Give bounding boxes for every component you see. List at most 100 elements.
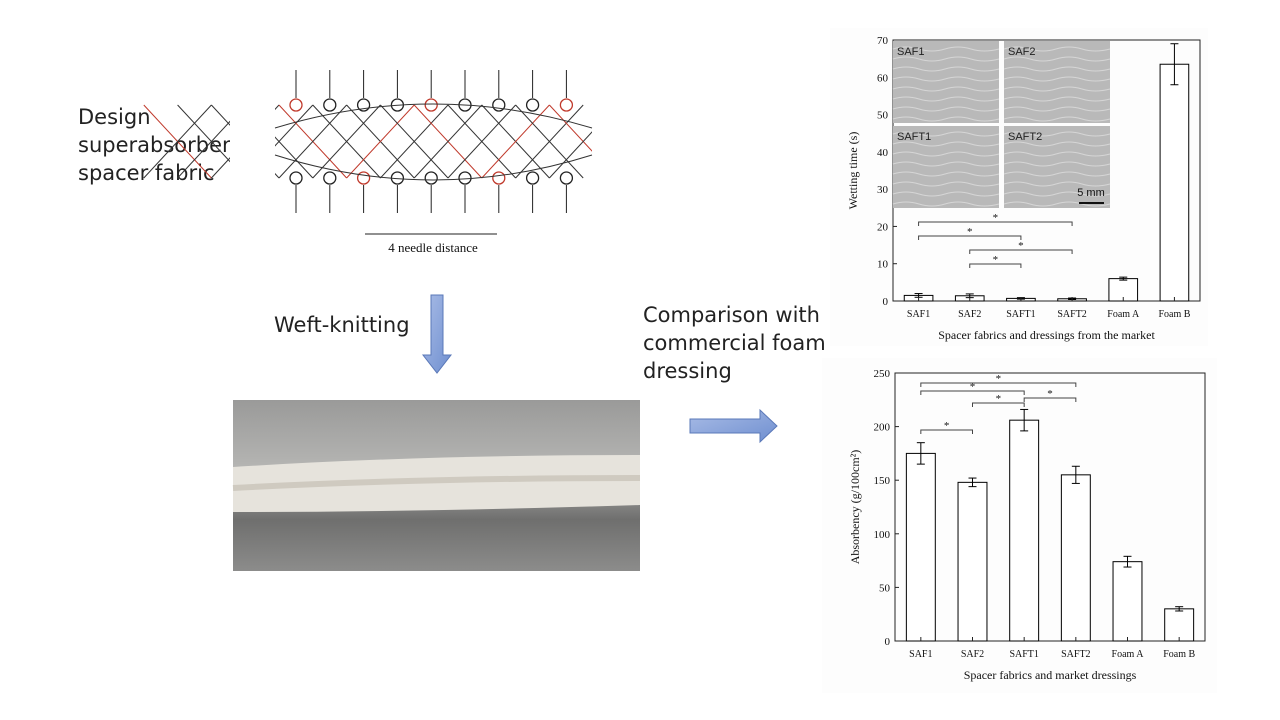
- inset-label: SAF1: [897, 46, 925, 58]
- inset-image: [893, 41, 999, 123]
- loop: [356, 171, 371, 185]
- inset-image: [1004, 126, 1110, 208]
- x-tick-label: SAF1: [907, 309, 930, 320]
- bar: [905, 452, 936, 642]
- inset-label: SAF2: [1008, 46, 1036, 58]
- scale-label: 5 mm: [1077, 187, 1105, 199]
- x-tick-label: Foam A: [1112, 649, 1145, 660]
- bar: [1164, 608, 1195, 642]
- bar: [1009, 419, 1040, 642]
- bar: [1159, 63, 1190, 302]
- significance-label: *: [944, 420, 950, 432]
- y-tick-label: 20: [877, 221, 889, 233]
- fabric-texture: [1003, 46, 1111, 122]
- loop: [525, 171, 540, 185]
- loop: [525, 98, 540, 112]
- significance-label: *: [993, 254, 999, 266]
- x-tick-label: SAF1: [909, 649, 932, 660]
- loop: [323, 98, 337, 112]
- inset-image: [893, 126, 999, 208]
- significance-bracket: [920, 390, 1025, 395]
- yarn: [274, 154, 593, 181]
- loop: [289, 171, 303, 185]
- significance-bracket: [969, 263, 1022, 268]
- yarn: [515, 104, 584, 179]
- loop: [424, 98, 438, 112]
- significance-bracket: [920, 429, 973, 434]
- wrapped-text: Comparison with commercial foam dressing: [643, 303, 826, 383]
- fabric-texture: [892, 131, 1000, 207]
- significance-bracket: [972, 402, 1025, 407]
- wrapped-text: Design superabsorbent spacer fabric: [78, 105, 244, 185]
- x-tick-label: Foam A: [1107, 309, 1140, 320]
- bar: [957, 481, 988, 642]
- significance-bracket: [918, 235, 1022, 240]
- knit-diagram: [143, 70, 637, 213]
- y-axis-label: Absorbency (g/100cm²): [848, 450, 862, 565]
- fabric-photo: [232, 400, 641, 571]
- loop: [323, 171, 337, 185]
- significance-label: *: [967, 226, 973, 238]
- x-tick-label: SAFT2: [1061, 649, 1090, 660]
- y-tick-label: 50: [877, 110, 889, 122]
- yarn: [447, 104, 516, 179]
- needle-label: 4 needle distance: [388, 240, 478, 255]
- loop: [492, 171, 506, 185]
- significance-bracket: [1023, 397, 1077, 402]
- y-tick-label: 40: [877, 147, 889, 159]
- y-tick-label: 70: [877, 35, 889, 47]
- bar: [1112, 561, 1143, 642]
- yarn: [481, 104, 550, 179]
- y-tick-label: 100: [874, 529, 891, 541]
- loop: [559, 98, 574, 112]
- bar: [1060, 474, 1091, 642]
- yarn: [278, 104, 347, 179]
- yarn: [143, 104, 212, 179]
- y-tick-label: 50: [879, 582, 891, 594]
- significance-label: *: [970, 381, 976, 393]
- significance-label: *: [993, 212, 999, 224]
- x-tick-label: SAF2: [961, 649, 984, 660]
- chart: 0 10 20 30 40 50 60 70 SAF1 SAF2 SAFT1 SAFT2 Foam A F…: [830, 28, 1208, 346]
- yarn: [346, 104, 415, 179]
- significance-label: *: [996, 373, 1002, 385]
- y-tick-label: 150: [874, 475, 891, 487]
- down-arrow: [421, 294, 453, 374]
- y-tick-label: 0: [883, 296, 889, 308]
- significance-label: *: [996, 393, 1002, 405]
- significance-label: *: [1047, 388, 1053, 400]
- knit-text: Weft-knitting: [274, 313, 410, 337]
- loop: [356, 98, 371, 112]
- significance-label: *: [1018, 240, 1024, 252]
- right-arrow: [689, 408, 778, 444]
- x-tick-label: Foam B: [1158, 309, 1190, 320]
- yarn: [413, 104, 483, 179]
- mask: [592, 100, 637, 185]
- x-axis-label: Spacer fabrics and dressings from the ma…: [938, 328, 1155, 342]
- y-tick-label: 30: [877, 184, 889, 196]
- significance-bracket: [920, 382, 1077, 387]
- y-tick-label: 250: [874, 368, 891, 380]
- yarn: [380, 104, 449, 179]
- loop: [492, 98, 506, 112]
- mask: [230, 100, 275, 185]
- x-tick-label: SAFT2: [1057, 309, 1086, 320]
- x-axis-label: Spacer fabrics and market dressings: [964, 668, 1137, 682]
- x-tick-label: SAFT1: [1006, 309, 1035, 320]
- y-axis-label: Wetting time (s): [846, 132, 860, 210]
- loop: [424, 171, 438, 185]
- x-tick-label: SAF2: [958, 309, 981, 320]
- design-text: Design superabsorbent spacer fabric: [78, 105, 244, 185]
- y-tick-label: 0: [885, 636, 891, 648]
- y-tick-label: 10: [877, 259, 889, 271]
- fabric-texture: [892, 46, 1000, 122]
- x-tick-label: Foam B: [1163, 649, 1195, 660]
- loop: [289, 98, 303, 112]
- inset-image: [1004, 41, 1110, 123]
- plot-frame: [894, 372, 1206, 642]
- fabric-texture: [1003, 131, 1111, 207]
- chart: 0 50 100 150 200 250 SAF1 SAF2 SAFT1 SAFT2 Foam A F…: [822, 358, 1217, 693]
- loop: [458, 171, 472, 185]
- x-tick-label: SAFT1: [1009, 649, 1038, 660]
